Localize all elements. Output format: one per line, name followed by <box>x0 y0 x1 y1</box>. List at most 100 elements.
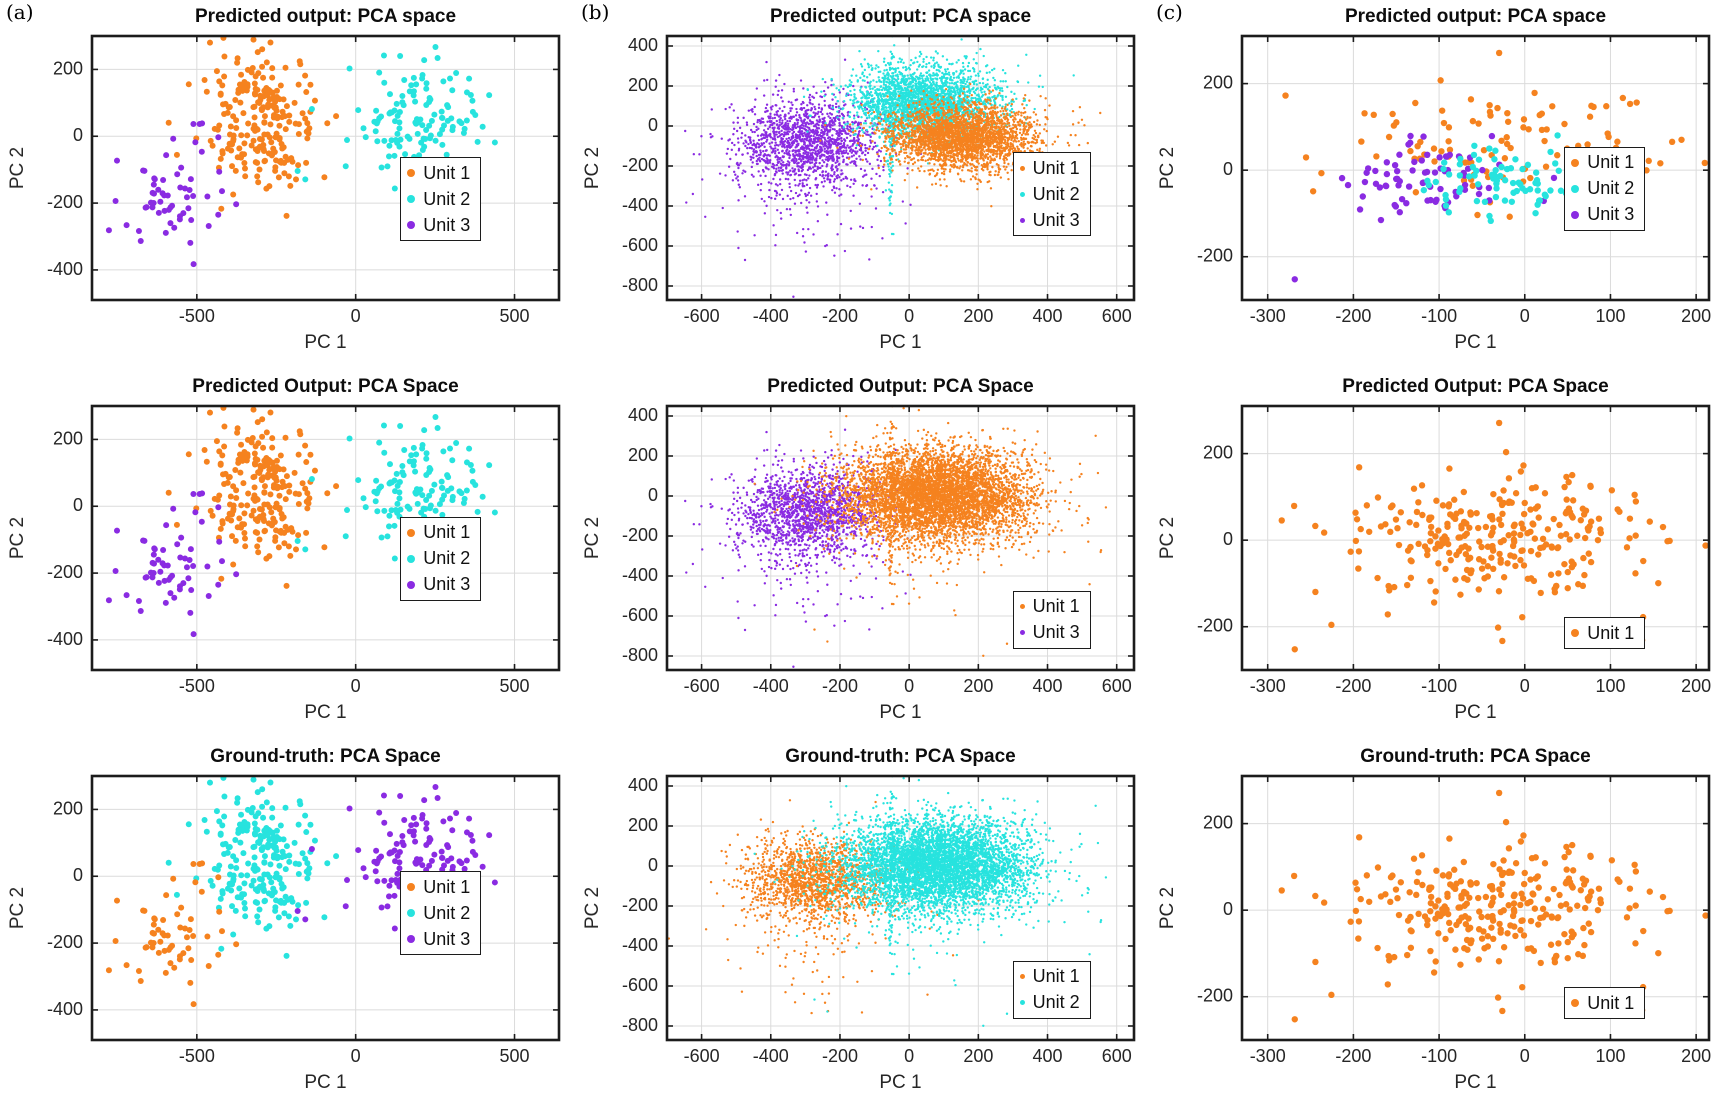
legend-marker-icon <box>1571 158 1580 167</box>
chart-title: Predicted Output: PCA Space <box>1342 376 1609 397</box>
legend-label: Unit 3 <box>423 574 471 595</box>
y-axis-label: PC 2 <box>1157 146 1178 190</box>
chart-title: Ground-truth: PCA Space <box>785 746 1016 767</box>
chart-title: Ground-truth: PCA Space <box>210 746 441 767</box>
scatter-chart-ground-truth-pca-space: Ground-truth: PCA Space PC 2 PC 1 Unit 1 Uni… <box>575 740 1150 1110</box>
panel-column-c: (c) Predicted output: PCA space PC 2 PC 1 Un… <box>1150 0 1725 1112</box>
legend-label: Unit 2 <box>1032 992 1080 1013</box>
legend-marker-icon <box>407 883 416 892</box>
legend-label: Unit 2 <box>423 548 471 569</box>
legend-marker-icon <box>407 528 416 537</box>
legend-label: Unit 2 <box>423 902 471 923</box>
legend-item: Unit 2 <box>1019 181 1080 207</box>
legend-marker-icon <box>1019 604 1025 610</box>
legend: Unit 1 Unit 2 Unit 3 <box>1564 146 1646 231</box>
legend-label: Unit 1 <box>1587 152 1635 173</box>
x-axis-label: PC 1 <box>1454 1072 1497 1093</box>
legend-label: Unit 3 <box>1587 204 1635 225</box>
x-axis-label: PC 1 <box>879 332 922 353</box>
legend: Unit 1 <box>1564 617 1646 650</box>
legend: Unit 1 Unit 2 Unit 3 <box>400 157 482 242</box>
scatter-chart-predicted-output-pca-space: Predicted Output: PCA Space PC 2 PC 1 Unit … <box>1150 370 1725 740</box>
chart-title: Predicted Output: PCA Space <box>767 376 1034 397</box>
legend-label: Unit 1 <box>423 162 471 183</box>
legend-marker-icon <box>407 909 416 918</box>
legend-marker-icon <box>407 169 416 178</box>
legend-item: Unit 3 <box>407 926 470 952</box>
legend-marker-icon <box>1571 184 1580 193</box>
legend: Unit 1 <box>1564 987 1646 1020</box>
plot-canvas <box>0 0 575 362</box>
chart-title: Predicted output: PCA space <box>769 6 1032 27</box>
chart-title: Ground-truth: PCA Space <box>1360 746 1591 767</box>
plot-canvas <box>1150 370 1725 732</box>
scatter-chart-predicted-output-pca-space: Predicted output: PCA space PC 2 PC 1 Unit … <box>0 0 575 370</box>
legend-item: Unit 3 <box>407 572 470 598</box>
plot-canvas <box>1150 740 1725 1102</box>
plot-canvas <box>575 740 1150 1102</box>
legend-marker-icon <box>407 935 416 944</box>
legend-label: Unit 3 <box>423 214 471 235</box>
panel-label: (c) <box>1156 0 1183 24</box>
plot-canvas <box>0 370 575 732</box>
legend-item: Unit 3 <box>1019 207 1080 233</box>
y-axis-label: PC 2 <box>1157 886 1178 930</box>
legend-item: Unit 1 <box>1019 155 1080 181</box>
legend-marker-icon <box>1019 191 1025 197</box>
legend-item: Unit 1 <box>407 160 470 186</box>
legend-marker-icon <box>407 195 416 204</box>
legend: Unit 1 Unit 2 <box>1012 960 1091 1019</box>
legend-item: Unit 3 <box>407 212 470 238</box>
legend-marker-icon <box>1571 999 1580 1008</box>
legend-marker-icon <box>1019 1000 1025 1006</box>
legend-marker-icon <box>407 221 416 230</box>
panel-label: (b) <box>581 0 610 24</box>
x-axis-label: PC 1 <box>304 702 347 723</box>
legend-marker-icon <box>1019 217 1025 223</box>
y-axis-label: PC 2 <box>7 516 28 560</box>
legend-item: Unit 1 <box>1571 990 1634 1016</box>
legend-item: Unit 1 <box>407 874 470 900</box>
legend-marker-icon <box>1019 165 1025 171</box>
legend-marker-icon <box>407 554 416 563</box>
panel-column-a: (a) Predicted output: PCA space PC 2 PC 1 Un… <box>0 0 575 1112</box>
legend-item: Unit 1 <box>1571 150 1634 176</box>
scatter-chart-predicted-output-pca-space: Predicted Output: PCA Space PC 2 PC 1 Unit … <box>0 370 575 740</box>
plot-canvas <box>0 740 575 1102</box>
scatter-chart-ground-truth-pca-space: Ground-truth: PCA Space PC 2 PC 1 Unit 1 Uni… <box>0 740 575 1110</box>
legend-label: Unit 1 <box>1032 596 1080 617</box>
legend: Unit 1 Unit 2 Unit 3 <box>400 516 482 601</box>
y-axis-label: PC 2 <box>582 886 603 930</box>
legend-label: Unit 3 <box>1032 209 1080 230</box>
legend-label: Unit 3 <box>1032 622 1080 643</box>
legend-marker-icon <box>1571 629 1580 638</box>
legend-label: Unit 1 <box>1587 992 1635 1013</box>
chart-title: Predicted output: PCA space <box>1344 6 1607 27</box>
legend-item: Unit 2 <box>407 546 470 572</box>
chart-title: Predicted output: PCA space <box>194 6 457 27</box>
legend-item: Unit 2 <box>407 186 470 212</box>
legend-item: Unit 1 <box>1019 964 1080 990</box>
legend-label: Unit 1 <box>1587 622 1635 643</box>
legend-label: Unit 1 <box>1032 157 1080 178</box>
x-axis-label: PC 1 <box>304 332 347 353</box>
legend-item: Unit 1 <box>1571 620 1634 646</box>
legend-label: Unit 3 <box>423 928 471 949</box>
scatter-chart-predicted-output-pca-space: Predicted Output: PCA Space PC 2 PC 1 Unit … <box>575 370 1150 740</box>
scatter-chart-predicted-output-pca-space: Predicted output: PCA space PC 2 PC 1 Unit … <box>575 0 1150 370</box>
legend-label: Unit 2 <box>423 188 471 209</box>
legend: Unit 1 Unit 2 Unit 3 <box>400 871 482 956</box>
legend-marker-icon <box>1571 210 1580 219</box>
chart-title: Predicted Output: PCA Space <box>192 376 459 397</box>
x-axis-label: PC 1 <box>304 1072 347 1093</box>
y-axis-label: PC 2 <box>582 516 603 560</box>
legend-label: Unit 2 <box>1032 183 1080 204</box>
legend-label: Unit 1 <box>1032 966 1080 987</box>
legend-marker-icon <box>1019 974 1025 980</box>
y-axis-label: PC 2 <box>1157 516 1178 560</box>
legend-label: Unit 2 <box>1587 178 1635 199</box>
legend-label: Unit 1 <box>423 876 471 897</box>
scatter-chart-predicted-output-pca-space: Predicted output: PCA space PC 2 PC 1 Unit … <box>1150 0 1725 370</box>
panel-column-b: (b) Predicted output: PCA space PC 2 PC 1 Un… <box>575 0 1150 1112</box>
